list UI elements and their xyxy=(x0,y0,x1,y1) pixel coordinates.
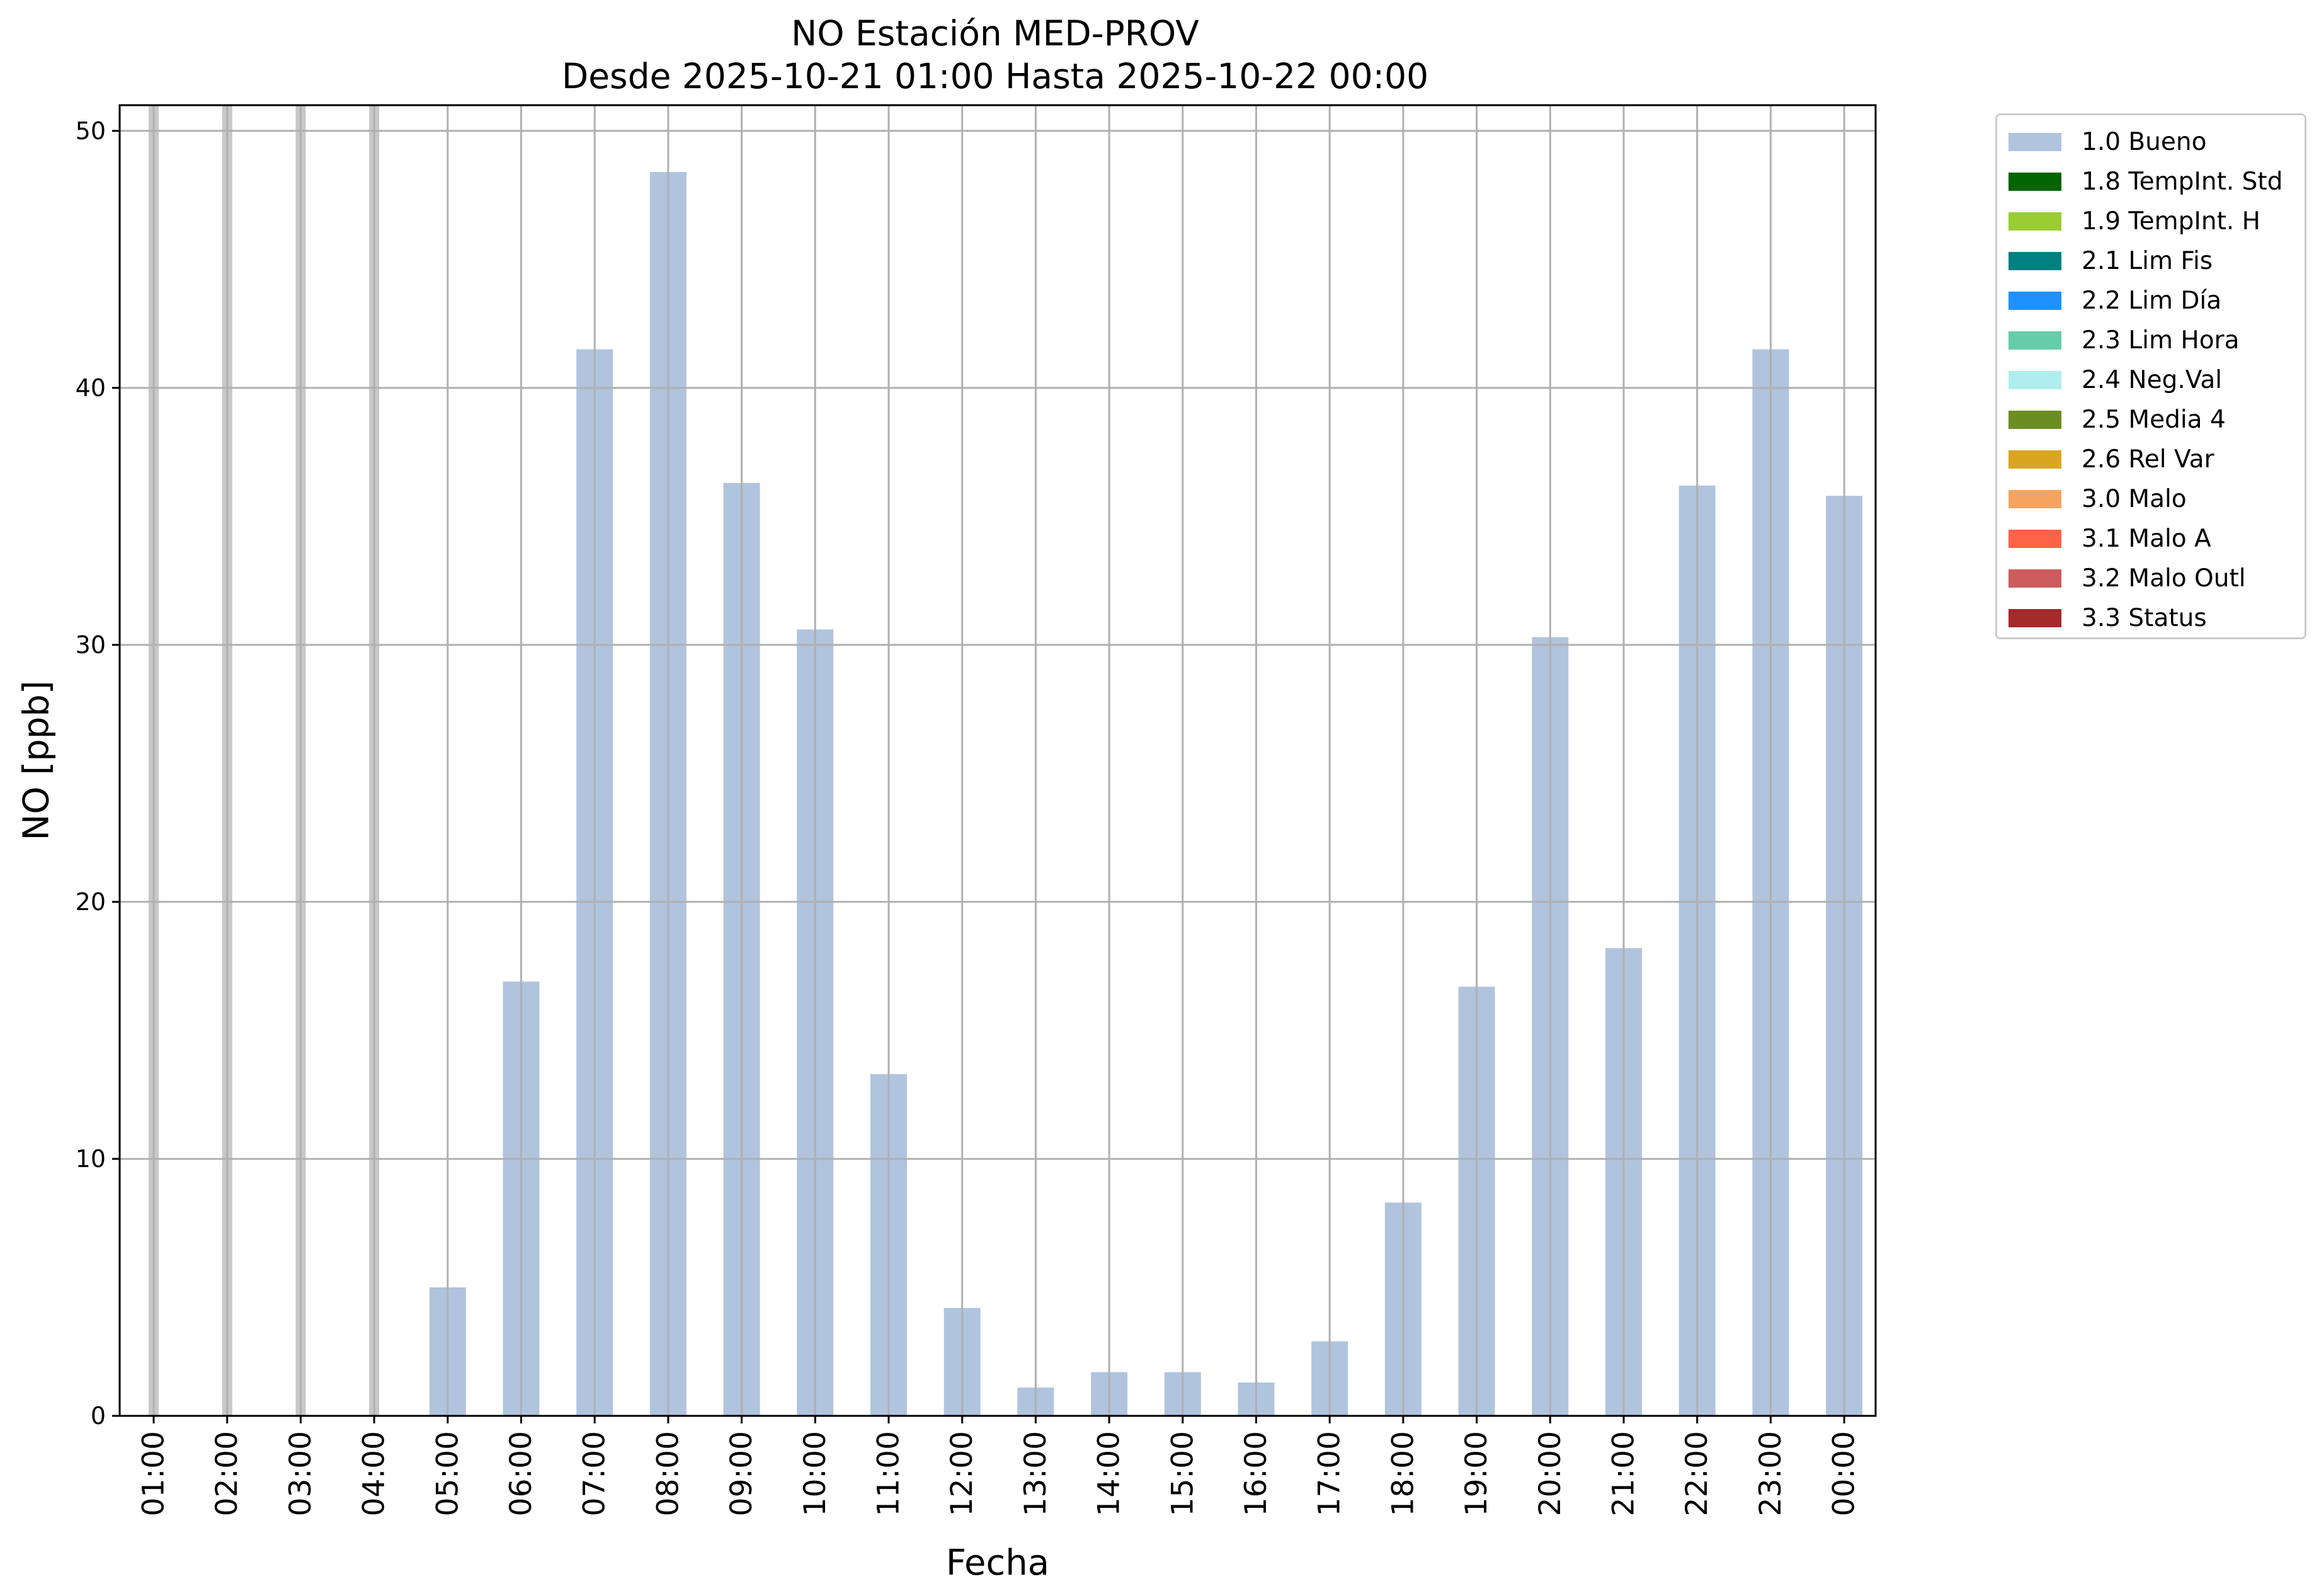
x-tick-label: 09:00 xyxy=(724,1431,759,1516)
legend-label: 1.9 TempInt. H xyxy=(2082,207,2260,236)
legend-item: 2.6 Rel Var xyxy=(2008,447,2214,472)
y-axis-label: NO [ppb] xyxy=(16,680,57,840)
legend-swatch xyxy=(2008,251,2061,270)
legend-swatch xyxy=(2008,529,2061,548)
x-tick-label: 19:00 xyxy=(1459,1431,1494,1516)
x-tick-label: 08:00 xyxy=(651,1431,685,1516)
x-axis-label: Fecha xyxy=(946,1542,1049,1583)
x-tick-label: 10:00 xyxy=(798,1431,833,1516)
legend-label: 2.3 Lim Hora xyxy=(2082,326,2240,355)
legend-label: 2.1 Lim Fis xyxy=(2082,246,2213,275)
legend-swatch xyxy=(2008,172,2061,191)
legend-item: 3.0 Malo xyxy=(2008,486,2187,511)
legend-swatch xyxy=(2008,291,2061,310)
plot-area xyxy=(120,105,1876,1416)
plot-frame xyxy=(118,104,1877,1417)
legend-item: 3.3 Status xyxy=(2008,605,2207,630)
x-tick-label: 18:00 xyxy=(1386,1431,1420,1516)
legend-swatch xyxy=(2008,370,2061,389)
legend: 1.0 Bueno 1.8 TempInt. Std 1.9 TempInt. H 2… xyxy=(1995,113,2306,639)
y-tick-label: 10 xyxy=(76,1145,106,1173)
legend-item: 2.1 Lim Fis xyxy=(2008,248,2213,273)
legend-label: 3.3 Status xyxy=(2082,603,2207,632)
legend-swatch xyxy=(2008,569,2061,588)
legend-swatch xyxy=(2008,450,2061,469)
legend-label: 2.6 Rel Var xyxy=(2082,445,2214,474)
legend-item: 1.8 TempInt. Std xyxy=(2008,169,2282,194)
y-tick-label: 20 xyxy=(76,888,106,916)
x-tick-label: 17:00 xyxy=(1313,1431,1347,1516)
x-tick-label: 16:00 xyxy=(1239,1431,1273,1516)
x-tick-label: 03:00 xyxy=(283,1431,318,1516)
y-tick-label: 50 xyxy=(76,117,106,145)
x-tick-label: 01:00 xyxy=(137,1431,171,1516)
legend-item: 2.3 Lim Hora xyxy=(2008,328,2240,353)
x-tick-label: 00:00 xyxy=(1827,1431,1862,1516)
legend-swatch xyxy=(2008,132,2061,151)
legend-label: 3.1 Malo A xyxy=(2082,524,2211,553)
legend-item: 2.5 Media 4 xyxy=(2008,407,2226,432)
legend-item: 1.0 Bueno xyxy=(2008,129,2206,154)
legend-swatch xyxy=(2008,212,2061,231)
legend-item: 3.1 Malo A xyxy=(2008,526,2211,551)
x-tick-label: 02:00 xyxy=(210,1431,244,1516)
legend-item: 2.4 Neg.Val xyxy=(2008,367,2222,392)
chart-subtitle: Desde 2025-10-21 01:00 Hasta 2025-10-22 … xyxy=(561,56,1429,96)
legend-item: 3.2 Malo Outl xyxy=(2008,566,2246,591)
x-tick-label: 12:00 xyxy=(945,1431,979,1516)
chart-title: NO Estación MED-PROV xyxy=(791,13,1199,54)
legend-swatch xyxy=(2008,331,2061,350)
legend-label: 3.0 Malo xyxy=(2082,484,2187,513)
legend-label: 2.2 Lim Día xyxy=(2082,286,2222,315)
legend-swatch xyxy=(2008,608,2061,627)
legend-label: 3.2 Malo Outl xyxy=(2082,564,2246,593)
x-tick-label: 05:00 xyxy=(430,1431,465,1516)
x-tick-label: 23:00 xyxy=(1753,1431,1788,1516)
x-tick-label: 14:00 xyxy=(1092,1431,1127,1516)
x-tick-label: 22:00 xyxy=(1680,1431,1714,1516)
x-tick-label: 11:00 xyxy=(872,1431,906,1516)
x-tick-label: 13:00 xyxy=(1018,1431,1053,1516)
legend-swatch xyxy=(2008,489,2061,508)
x-tick-label: 04:00 xyxy=(357,1431,392,1516)
x-tick-label: 06:00 xyxy=(504,1431,538,1516)
legend-item: 2.2 Lim Día xyxy=(2008,288,2221,313)
legend-label: 1.8 TempInt. Std xyxy=(2082,167,2283,196)
legend-label: 1.0 Bueno xyxy=(2082,127,2207,156)
x-tick-label: 20:00 xyxy=(1533,1431,1568,1516)
x-tick-label: 15:00 xyxy=(1165,1431,1200,1516)
x-tick-label: 21:00 xyxy=(1607,1431,1641,1516)
legend-item: 1.9 TempInt. H xyxy=(2008,208,2260,234)
y-tick-label: 0 xyxy=(91,1402,106,1430)
y-tick-label: 30 xyxy=(76,631,106,659)
legend-label: 2.5 Media 4 xyxy=(2082,405,2226,434)
x-tick-label: 07:00 xyxy=(578,1431,612,1516)
legend-label: 2.4 Neg.Val xyxy=(2082,365,2223,394)
legend-swatch xyxy=(2008,410,2061,429)
y-tick-label: 40 xyxy=(76,374,106,402)
